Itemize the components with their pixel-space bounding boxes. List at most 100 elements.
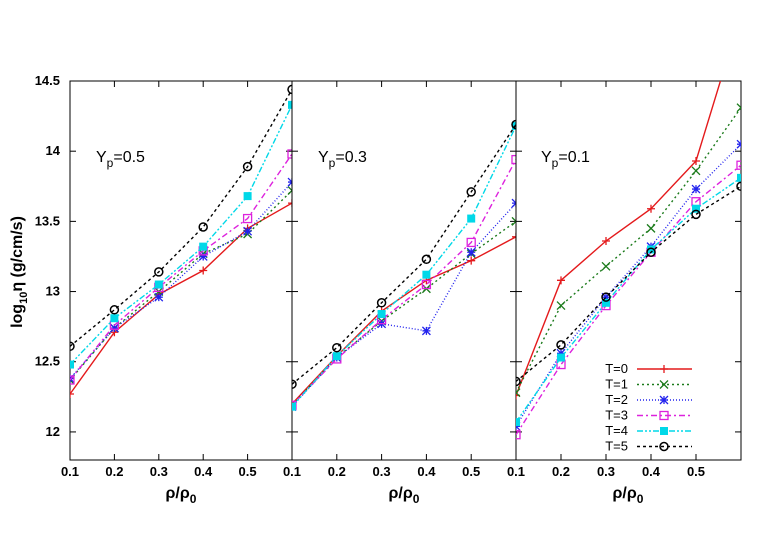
data-point-T=5 xyxy=(376,298,387,308)
data-point-T=5 xyxy=(466,187,476,197)
data-point-T=1 xyxy=(287,186,292,195)
data-point-T=5 xyxy=(736,181,741,192)
x-tick-label: 0.4 xyxy=(642,464,661,479)
panel-1-series xyxy=(70,84,292,399)
data-point-T=2 xyxy=(421,326,431,336)
x-tick-label: 0.5 xyxy=(462,464,480,479)
data-point-T=4 xyxy=(602,298,610,307)
data-point-T=5 xyxy=(516,376,521,387)
data-point-T=4 xyxy=(199,242,208,251)
x-tick-label: 0.3 xyxy=(597,464,615,479)
series-line-T=1 xyxy=(70,189,292,381)
data-point-T=2 xyxy=(109,323,119,333)
x-axis-label-1: ρ/ρ0 xyxy=(166,485,197,506)
data-point-T=5 xyxy=(601,292,611,302)
x-tick-label: 0.5 xyxy=(239,464,257,479)
data-point-T=5 xyxy=(109,305,120,315)
data-point-T=0 xyxy=(512,232,516,241)
data-point-T=4 xyxy=(377,310,386,319)
x-tick-label: 0.1 xyxy=(61,464,79,479)
data-point-T=2 xyxy=(466,247,476,257)
data-point-T=2 xyxy=(601,292,611,302)
y-tick-label: 13 xyxy=(46,284,60,299)
x-tick-label: 0.2 xyxy=(105,464,123,479)
data-point-T=0 xyxy=(737,10,745,18)
x-axis-label-2: ρ/ρ0 xyxy=(389,485,420,506)
data-point-T=4 xyxy=(737,173,741,182)
data-point-T=3 xyxy=(421,279,432,290)
legend-label-T=3: T=3 xyxy=(605,408,628,423)
x-axis-label-3: ρ/ρ0 xyxy=(613,485,644,506)
data-point-T=5 xyxy=(198,222,208,232)
series-line-T=3 xyxy=(70,153,292,381)
x-tick-label: 0.1 xyxy=(507,464,525,479)
data-point-T=2 xyxy=(198,252,208,261)
data-point-T=1 xyxy=(601,261,611,271)
y-axis-label: log10η (g/cm/s) xyxy=(9,216,30,328)
data-point-T=1 xyxy=(556,301,566,311)
y-tick-label: 13.5 xyxy=(35,213,60,228)
data-point-T=5 xyxy=(646,247,656,258)
data-point-T=4 xyxy=(516,418,520,427)
data-point-T=4 xyxy=(288,100,292,109)
data-point-T=4 xyxy=(292,402,296,411)
series-line-T=4 xyxy=(292,125,516,408)
data-point-T=5 xyxy=(292,379,297,389)
data-point-T=0 xyxy=(692,157,700,166)
legend-label-T=2: T=2 xyxy=(605,392,628,407)
x-tick-label: 0.4 xyxy=(194,464,213,479)
data-point-T=0 xyxy=(602,237,610,246)
x-tick-label: 0.2 xyxy=(328,464,346,479)
data-point-T=4 xyxy=(692,204,700,213)
series-line-T=0 xyxy=(516,81,722,396)
legend-marker-T=1 xyxy=(659,380,669,389)
data-point-T=0 xyxy=(557,276,565,285)
data-point-T=4 xyxy=(422,270,431,279)
series-line-T=0 xyxy=(70,202,292,395)
legend-label-T=1: T=1 xyxy=(605,377,628,392)
data-point-T=5 xyxy=(556,340,566,350)
series-line-T=4 xyxy=(70,104,292,366)
data-point-T=3 xyxy=(242,213,253,224)
panel-3-annotation: Yp=0.1 xyxy=(541,149,590,170)
y-tick-label: 14.5 xyxy=(35,73,60,88)
data-point-T=0 xyxy=(288,199,292,208)
data-point-T=1 xyxy=(646,223,656,233)
data-point-T=1 xyxy=(736,103,741,113)
data-point-T=4 xyxy=(467,214,476,223)
y-tick-label: 12 xyxy=(46,424,60,439)
data-point-T=0 xyxy=(70,390,74,399)
data-point-T=2 xyxy=(243,226,253,236)
panel-frame xyxy=(291,80,517,461)
legend-label-T=5: T=5 xyxy=(605,439,628,454)
data-point-T=3 xyxy=(287,149,292,159)
x-tick-label: 0.2 xyxy=(552,464,570,479)
data-point-T=5 xyxy=(511,119,516,130)
data-point-T=4 xyxy=(154,280,163,289)
panel-1-annotation: Yp=0.5 xyxy=(96,149,145,170)
data-point-T=3 xyxy=(516,430,521,440)
y-tick-label: 12.5 xyxy=(35,354,60,369)
data-point-T=1 xyxy=(691,166,701,176)
plot-area: 12 12.5 13 13.5 14 14.5 0.1 0.2 0.3 0.4 0.5 0.1 0.2 0… xyxy=(35,10,745,479)
legend: T=0T=1T=2T=3T=4T=5 xyxy=(605,361,692,454)
panel-frame xyxy=(69,80,293,461)
data-point-T=3 xyxy=(511,154,516,165)
data-point-T=4 xyxy=(70,360,74,369)
series-line-T=4 xyxy=(516,177,741,423)
data-point-T=5 xyxy=(242,161,253,172)
series-line-T=2 xyxy=(516,143,741,427)
data-point-T=3 xyxy=(466,237,476,248)
data-point-T=4 xyxy=(557,353,565,362)
legend-label-T=0: T=0 xyxy=(605,361,628,376)
data-point-T=5 xyxy=(287,84,292,95)
series-line-T=1 xyxy=(516,107,741,393)
data-point-T=4 xyxy=(110,314,119,323)
data-point-T=5 xyxy=(154,267,164,277)
data-point-T=5 xyxy=(70,341,75,352)
data-point-T=3 xyxy=(736,160,741,170)
data-point-T=5 xyxy=(421,254,432,265)
data-point-T=4 xyxy=(647,245,655,254)
panel-frame xyxy=(515,80,742,461)
